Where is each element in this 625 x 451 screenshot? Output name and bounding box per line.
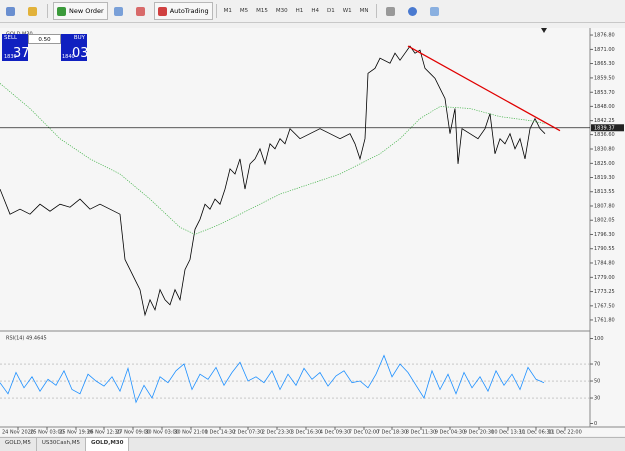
- timeframe-button[interactable]: H4: [311, 8, 319, 14]
- y-tick-label: 1836.60: [594, 132, 615, 138]
- buy-label: BUY: [73, 35, 85, 41]
- chart-tab[interactable]: US30Cash,M5: [37, 438, 86, 451]
- y-tick-label: 1830.80: [594, 147, 615, 153]
- trendline: [407, 45, 561, 132]
- timeframe-button[interactable]: MN: [359, 8, 369, 14]
- x-tick-label: 25 Nov 03:00: [30, 430, 64, 436]
- timeframe-button[interactable]: M5: [239, 8, 249, 14]
- y-tick-label: 1876.80: [594, 33, 615, 39]
- x-tick-label: 3 Dec 16:30: [291, 430, 321, 436]
- buy-pips: 03: [72, 46, 89, 61]
- y-tick-label: 1865.30: [594, 61, 615, 67]
- y-tick-label: 1790.55: [594, 246, 615, 252]
- y-tick-label: 1796.30: [594, 232, 615, 238]
- sell-price: 1839: [4, 54, 17, 60]
- toolbar: New Order AutoTrading M1 M5 M15 M30 H1 H4 D1 W1…: [0, 0, 625, 23]
- sell-pips: 37: [13, 46, 30, 61]
- bid-label: 1839.37: [594, 125, 615, 131]
- timeframe-button[interactable]: M1: [223, 8, 232, 14]
- y-tick-label: 1819.30: [594, 175, 615, 181]
- x-tick-label: 4 Dec 09:30: [320, 430, 350, 436]
- button-label: New Order: [69, 7, 104, 15]
- toolbar-icon[interactable]: [24, 2, 44, 20]
- one-click-trading: SELL 1839 37 0.50 BUY 1840 03: [2, 34, 89, 62]
- timeframes: M1 M5 M15 M30 H1 H4 D1 W1 MN: [220, 8, 373, 14]
- x-tick-label: 2 Dec 23:30: [262, 430, 292, 436]
- timeframe-button[interactable]: M30: [275, 8, 288, 14]
- y-tick-label: 30: [594, 396, 600, 402]
- button-label: AutoTrading: [169, 7, 209, 15]
- sell-button[interactable]: SELL 1839 37: [2, 34, 30, 61]
- y-tick-label: 1779.00: [594, 275, 615, 281]
- x-tick-label: 11 Dec 06:30: [519, 430, 553, 436]
- indicator-title: RSI(14) 49.4645: [6, 336, 47, 342]
- x-tick-label: 2 Dec 07:30: [233, 430, 263, 436]
- x-tick-label: 7 Dec 18:30: [377, 430, 407, 436]
- toolbar-icon[interactable]: [382, 2, 402, 20]
- y-tick-label: 1859.50: [594, 75, 615, 81]
- x-tick-label: 26 Nov 12:30: [87, 430, 121, 436]
- toolbar-icon[interactable]: [426, 2, 446, 20]
- x-tick-label: 30 Nov 03:00: [145, 430, 179, 436]
- autotrading-button[interactable]: AutoTrading: [153, 2, 213, 20]
- x-tick-label: 1 Dec 14:30: [205, 430, 235, 436]
- chart-window: GOLD,M30 RSI(14) 49.4645 1876.801871.001…: [0, 28, 625, 436]
- lot-input[interactable]: 0.50: [28, 34, 61, 44]
- timeframe-button[interactable]: D1: [326, 8, 335, 14]
- x-tick-label: 9 Dec 04:30: [435, 430, 465, 436]
- y-tick-label: 50: [594, 379, 600, 385]
- x-tick-label: 24 Nov 2020: [2, 430, 34, 436]
- plot-bg: [0, 28, 590, 436]
- y-tick-label: 1813.55: [594, 189, 615, 195]
- y-tick-label: 1853.70: [594, 90, 615, 96]
- price-line: [0, 45, 546, 317]
- y-tick-label: 1848.00: [594, 104, 615, 110]
- y-tick-label: 1871.00: [594, 47, 615, 53]
- toolbar-icon[interactable]: [132, 2, 152, 20]
- x-tick-label: 30 Nov 21:00: [174, 430, 208, 436]
- toolbar-icon[interactable]: [404, 2, 424, 20]
- sell-label: SELL: [4, 35, 18, 41]
- chart: GOLD,M30 RSI(14) 49.4645 1876.801871.001…: [0, 28, 625, 436]
- y-tick-label: 1825.00: [594, 161, 615, 167]
- y-tick-label: 1773.25: [594, 289, 615, 295]
- buy-button[interactable]: BUY 1840 03: [61, 34, 89, 61]
- toolbar-icon[interactable]: [110, 2, 130, 20]
- y-tick-label: 0: [594, 421, 597, 427]
- x-tick-label: 9 Dec 20:30: [464, 430, 494, 436]
- y-tick-label: 100: [594, 336, 604, 342]
- chart-tabs: GOLD,M5 US30Cash,M5 GOLD,M30: [0, 437, 625, 451]
- x-tick-label: 27 Nov 09:00: [116, 430, 150, 436]
- chart-tab[interactable]: GOLD,M5: [0, 438, 37, 451]
- buy-price: 1840: [62, 54, 75, 60]
- shift-marker: [541, 28, 547, 33]
- new-order-button[interactable]: New Order: [53, 2, 108, 20]
- y-tick-label: 70: [594, 362, 600, 368]
- x-tick-label: 7 Dec 02:00: [349, 430, 379, 436]
- y-tick-label: 1802.05: [594, 218, 615, 224]
- x-tick-label: 8 Dec 11:30: [406, 430, 436, 436]
- y-tick-label: 1761.80: [594, 317, 615, 323]
- y-tick-label: 1842.25: [594, 118, 615, 124]
- x-tick-label: 10 Dec 13:30: [491, 430, 525, 436]
- timeframe-button[interactable]: H1: [295, 8, 304, 14]
- timeframe-button[interactable]: M15: [256, 8, 268, 14]
- price-line: [0, 354, 545, 404]
- y-tick-label: 1767.50: [594, 303, 615, 309]
- bid-label-bg: [591, 124, 624, 132]
- toolbar-icon[interactable]: [2, 2, 22, 20]
- x-tick-label: 25 Nov 19:30: [59, 430, 93, 436]
- y-tick-label: 1807.80: [594, 203, 615, 209]
- timeframe-button[interactable]: W1: [342, 8, 352, 14]
- price-line: [0, 83, 546, 235]
- x-tick-label: 11 Dec 22:00: [548, 430, 582, 436]
- y-tick-label: 1784.80: [594, 260, 615, 266]
- chart-tab[interactable]: GOLD,M30: [85, 438, 130, 451]
